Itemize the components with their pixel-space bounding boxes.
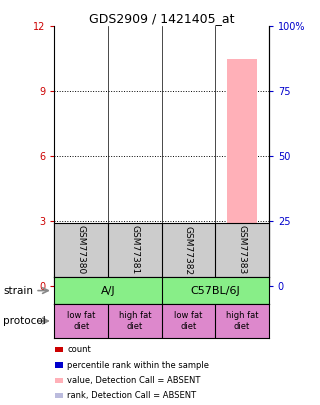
Bar — [162, 277, 269, 304]
Bar — [55, 347, 63, 352]
Bar — [108, 223, 162, 277]
Text: GSM77383: GSM77383 — [237, 226, 246, 275]
Bar — [55, 377, 63, 383]
Bar — [162, 223, 215, 277]
Text: GSM77381: GSM77381 — [130, 226, 139, 275]
Text: low fat
diet: low fat diet — [174, 311, 203, 330]
Bar — [120, 232, 149, 286]
Text: A/J: A/J — [101, 286, 115, 296]
Bar — [54, 223, 108, 277]
Bar — [130, 253, 140, 286]
Bar — [237, 232, 247, 286]
Bar — [184, 260, 193, 286]
Text: GSM77382: GSM77382 — [184, 226, 193, 275]
Bar — [108, 304, 162, 338]
Text: count: count — [67, 345, 91, 354]
Bar — [54, 304, 108, 338]
Text: percentile rank within the sample: percentile rank within the sample — [67, 360, 209, 369]
Text: C57BL/6J: C57BL/6J — [190, 286, 240, 296]
Text: low fat
diet: low fat diet — [67, 311, 95, 330]
Bar — [54, 277, 162, 304]
Text: rank, Detection Call = ABSENT: rank, Detection Call = ABSENT — [67, 391, 196, 400]
Bar — [55, 362, 63, 368]
Bar — [227, 59, 257, 286]
Bar — [67, 269, 96, 286]
Text: value, Detection Call = ABSENT: value, Detection Call = ABSENT — [67, 376, 201, 385]
Bar — [76, 275, 86, 286]
Text: protocol: protocol — [3, 316, 46, 326]
Text: GSM77380: GSM77380 — [77, 226, 86, 275]
Bar — [215, 304, 269, 338]
Bar — [162, 304, 215, 338]
Text: high fat
diet: high fat diet — [226, 311, 258, 330]
Bar — [55, 393, 63, 398]
Bar — [174, 247, 203, 286]
Bar — [215, 223, 269, 277]
Title: GDS2909 / 1421405_at: GDS2909 / 1421405_at — [89, 12, 234, 25]
Text: strain: strain — [3, 286, 33, 296]
Text: high fat
diet: high fat diet — [118, 311, 151, 330]
